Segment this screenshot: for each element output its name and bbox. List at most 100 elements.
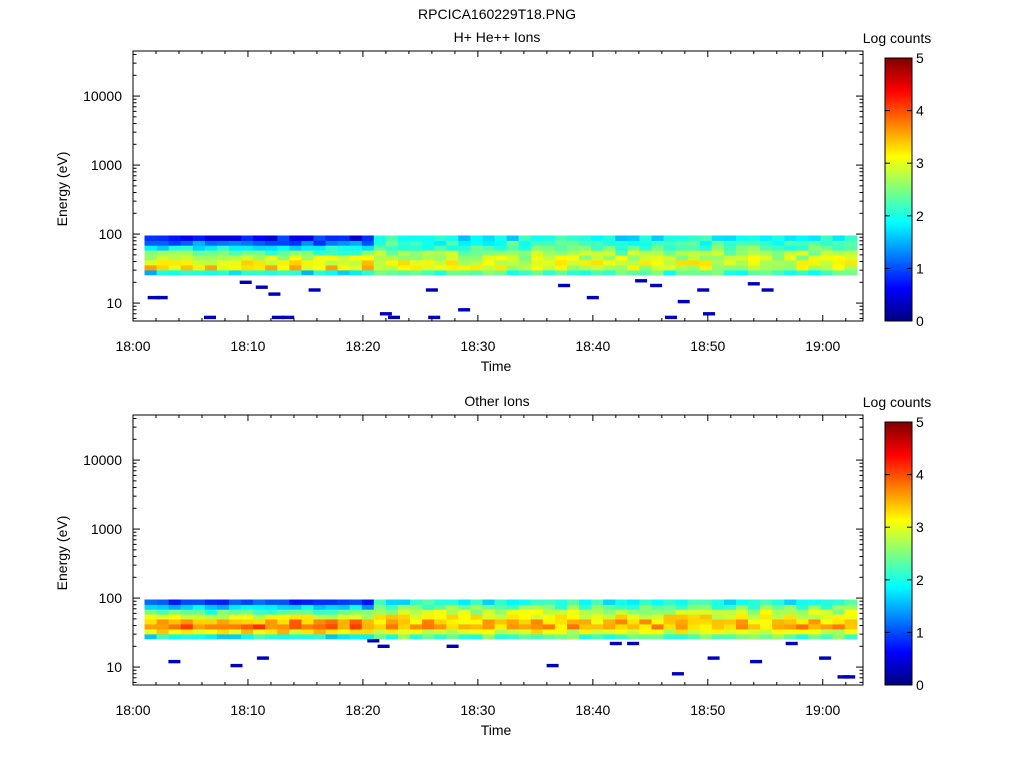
heatmap-cell [204, 240, 218, 246]
heatmap-cell [603, 250, 616, 256]
heatmap-cell [265, 259, 278, 266]
heatmap-cell [832, 609, 846, 615]
heatmap-cell [639, 633, 653, 640]
heatmap-cell [289, 614, 302, 620]
heatmap-cell [458, 245, 471, 251]
heatmap-cell [204, 609, 218, 615]
heatmap-cell [784, 614, 797, 620]
heatmap-cell [422, 245, 435, 251]
heatmap-cell [627, 240, 640, 246]
heatmap-cell [723, 614, 737, 620]
heatmap-cell [289, 609, 302, 615]
heatmap-cell [241, 269, 254, 276]
heatmap-cell [675, 604, 689, 610]
heatmap-cell [711, 628, 725, 635]
heatmap-cell [373, 614, 387, 620]
sporadic-point [665, 315, 677, 320]
heatmap-cell [422, 269, 435, 276]
heatmap-cell [289, 628, 302, 635]
heatmap-cell [651, 245, 665, 251]
heatmap-cell [241, 259, 254, 266]
heatmap-cell [772, 235, 785, 241]
heatmap-cell [591, 250, 604, 256]
heatmap-cell [796, 250, 809, 256]
heatmap-cell [506, 633, 520, 640]
heatmap-cell [627, 614, 640, 620]
heatmap-cell [361, 609, 375, 615]
heatmap-cell [651, 633, 665, 640]
heatmap-cell [144, 618, 158, 625]
heatmap-cell [361, 628, 375, 635]
y-tick-label: 10 [106, 295, 122, 311]
heatmap-cell [603, 254, 616, 261]
colorbar-tick-label: 3 [916, 155, 924, 171]
heatmap-cell [687, 599, 701, 605]
heatmap-cell [687, 250, 701, 256]
heatmap-cell [651, 254, 665, 261]
heatmap-cell [736, 245, 749, 251]
heatmap-cell [832, 250, 846, 256]
heatmap-cell [253, 235, 266, 241]
heatmap-cell [579, 250, 592, 256]
heatmap-cell [723, 250, 737, 256]
heatmap-cell [651, 604, 665, 610]
y-tick-label: 1000 [91, 521, 122, 537]
heatmap-cell [494, 623, 508, 630]
heatmap-cell [349, 264, 363, 271]
heatmap-cell [844, 599, 858, 605]
heatmap-cell [711, 618, 725, 625]
x-tick-label: 18:10 [230, 702, 265, 718]
heatmap-cell [277, 269, 290, 276]
heatmap-cell [446, 264, 459, 271]
heatmap-cell [567, 245, 580, 251]
heatmap-cell [627, 604, 640, 610]
heatmap-cell [603, 609, 616, 615]
heatmap-cell [422, 618, 435, 625]
heatmap-cell [699, 623, 713, 630]
heatmap-cell [832, 633, 846, 640]
heatmap-cell [168, 259, 182, 266]
heatmap-cell [458, 269, 471, 276]
heatmap-cell [410, 245, 423, 251]
heatmap-cell [723, 245, 737, 251]
heatmap-cell [494, 604, 508, 610]
sporadic-point [256, 656, 269, 660]
heatmap-cell [579, 623, 592, 630]
heatmap-cell [482, 604, 496, 610]
heatmap-cell [603, 604, 616, 610]
heatmap-cell [229, 254, 242, 261]
heatmap-cell [675, 609, 689, 615]
heatmap-cell [542, 235, 556, 241]
colorbar-tick-label: 2 [916, 208, 924, 224]
colorbar-tick-label: 0 [916, 313, 924, 329]
heatmap-cell [373, 618, 387, 625]
heatmap-cell [385, 269, 399, 276]
heatmap-cell [784, 599, 797, 605]
heatmap-cell [772, 599, 785, 605]
sporadic-point [377, 644, 390, 648]
heatmap-cell [627, 618, 640, 625]
heatmap-cell [832, 235, 846, 241]
heatmap-cell [711, 614, 725, 620]
heatmap-cell [579, 235, 592, 241]
heatmap-cell [180, 604, 194, 610]
heatmap-cell [180, 599, 194, 605]
heatmap-cell [723, 623, 737, 630]
heatmap-cell [277, 623, 290, 630]
heatmap-cell [603, 259, 616, 266]
heatmap-cell [554, 269, 568, 276]
heatmap-cell [639, 235, 653, 241]
heatmap-cell [192, 245, 206, 251]
heatmap-cell [518, 618, 532, 625]
heatmap-cell [518, 245, 532, 251]
heatmap-cell [663, 618, 677, 625]
heatmap-cell [711, 245, 725, 251]
heatmap-cell [844, 628, 858, 635]
x-tick-label: 18:30 [460, 702, 495, 718]
heatmap-cell [820, 259, 834, 266]
heatmap-cell [808, 614, 822, 620]
heatmap-cell [772, 264, 785, 271]
heatmap-cell [567, 623, 580, 630]
heatmap-cell [204, 633, 218, 640]
heatmap-cell [192, 240, 206, 246]
